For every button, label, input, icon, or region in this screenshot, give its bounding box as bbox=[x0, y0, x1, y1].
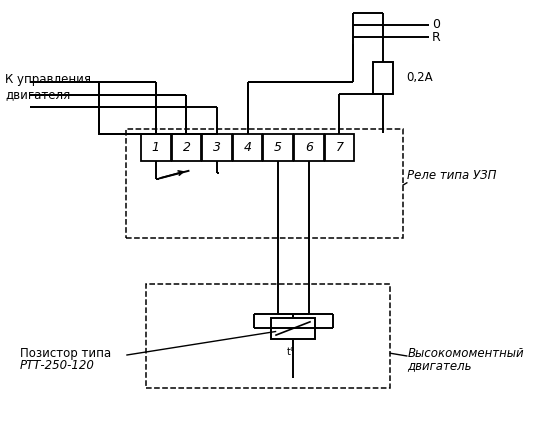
Text: 0,2А: 0,2А bbox=[406, 71, 433, 84]
Text: 3: 3 bbox=[213, 141, 221, 154]
Bar bbox=[171, 134, 201, 161]
Text: 2: 2 bbox=[182, 141, 190, 154]
Text: 5: 5 bbox=[274, 141, 282, 154]
Bar bbox=[272, 318, 315, 339]
Bar bbox=[141, 134, 171, 161]
Text: Реле типа УЗП: Реле типа УЗП bbox=[408, 169, 497, 182]
Text: Высокомоментный: Высокомоментный bbox=[408, 346, 524, 359]
Bar bbox=[146, 284, 390, 388]
Text: 1: 1 bbox=[152, 141, 160, 154]
Bar bbox=[126, 129, 403, 238]
Bar bbox=[325, 134, 354, 161]
Bar bbox=[263, 134, 293, 161]
Text: 0: 0 bbox=[432, 18, 440, 31]
Bar bbox=[294, 134, 324, 161]
Text: РТТ-250-120: РТТ-250-120 bbox=[20, 359, 95, 372]
Bar bbox=[202, 134, 232, 161]
Text: t°: t° bbox=[286, 347, 295, 357]
Bar bbox=[233, 134, 263, 161]
Text: К управления
двигателя: К управления двигателя bbox=[5, 73, 91, 101]
Text: R: R bbox=[432, 31, 441, 44]
Bar bbox=[373, 62, 393, 94]
Text: Позистор типа: Позистор типа bbox=[20, 346, 111, 359]
Text: 4: 4 bbox=[244, 141, 252, 154]
Text: 7: 7 bbox=[335, 141, 343, 154]
Text: двигатель: двигатель bbox=[408, 359, 472, 372]
Text: 6: 6 bbox=[305, 141, 313, 154]
